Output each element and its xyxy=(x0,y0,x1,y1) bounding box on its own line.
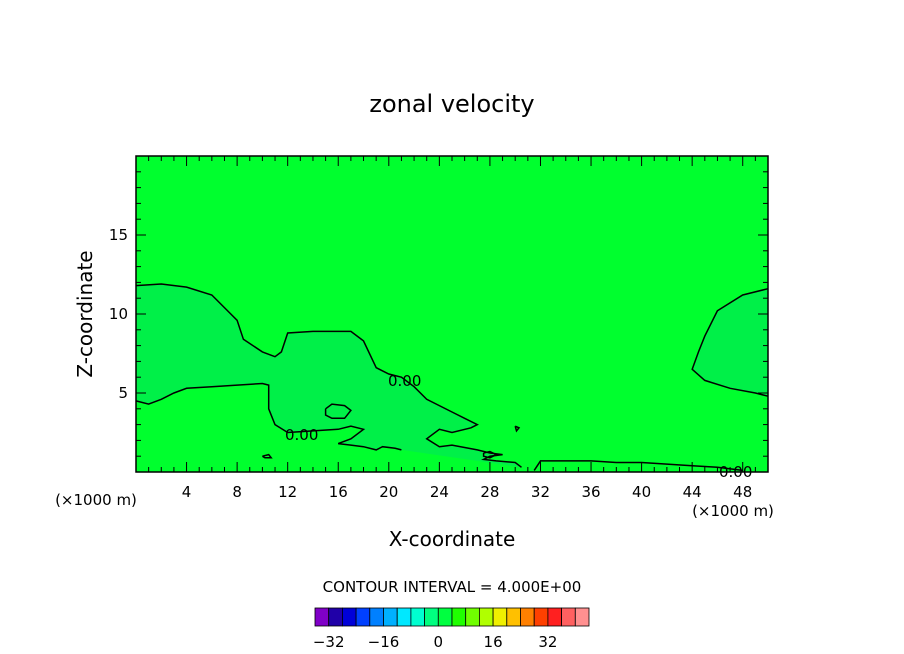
zero-contour-line xyxy=(514,425,521,433)
colorbar: −32 −16 0 16 32 xyxy=(313,607,590,651)
y-tick-label: 5 xyxy=(118,384,128,402)
colorbar-tick-label: 32 xyxy=(538,633,557,651)
x-axis-label: X-coordinate xyxy=(389,527,516,551)
zero-contour-line xyxy=(261,453,273,459)
x-tick-label: 48 xyxy=(733,483,752,501)
x-tick-label: 12 xyxy=(278,483,297,501)
zero-contour-line xyxy=(482,450,498,459)
contour-label-1: 0.00 xyxy=(388,372,421,390)
x-tick-label: 28 xyxy=(480,483,499,501)
colorbar-swatch xyxy=(383,607,398,627)
y-axis-label: Z-coordinate xyxy=(73,250,97,377)
x-tick-label: 36 xyxy=(581,483,600,501)
zero-contour-line xyxy=(691,287,769,397)
zero-contour-line xyxy=(533,460,743,472)
x-unit-left: (×1000 m) xyxy=(55,491,137,509)
zero-contour-line xyxy=(135,382,402,451)
contour-interval-text: CONTOUR INTERVAL = 4.000E+00 xyxy=(323,578,582,596)
colorbar-swatch xyxy=(561,607,576,627)
x-tick-label: 40 xyxy=(632,483,651,501)
colorbar-swatch xyxy=(437,607,453,627)
x-tick-label: 4 xyxy=(182,483,192,501)
colorbar-swatch xyxy=(574,607,590,627)
colorbar-swatch xyxy=(492,607,508,627)
plot-frame xyxy=(135,155,769,473)
colorbar-swatch xyxy=(314,607,330,627)
x-tick-label: 20 xyxy=(379,483,398,501)
plot-area: 0.00 0.00 0.00 4 8 12 16 20 24 28 32 36 40 44 48510… xyxy=(109,155,769,501)
colorbar-swatch xyxy=(533,607,549,627)
zero-contour-line xyxy=(324,403,352,420)
colorbar-tick-label: −32 xyxy=(313,633,345,651)
colorbar-tick-label: 0 xyxy=(434,633,444,651)
x-tick-label: 8 xyxy=(232,483,242,501)
colorbar-swatch xyxy=(478,607,494,627)
colorbar-swatch xyxy=(410,607,425,627)
colorbar-tick-label: 16 xyxy=(484,633,503,651)
colorbar-tick-label: −16 xyxy=(368,633,400,651)
x-tick-label: 24 xyxy=(430,483,449,501)
contour-label-2: 0.00 xyxy=(285,426,318,444)
velocity-region-central xyxy=(136,284,522,468)
colorbar-swatch xyxy=(520,607,535,627)
y-tick-label: 15 xyxy=(109,226,128,244)
colorbar-swatch xyxy=(451,607,467,627)
colorbar-swatch xyxy=(396,607,412,627)
colorbar-swatch xyxy=(355,607,371,627)
velocity-region-island xyxy=(325,404,351,419)
x-tick-label: 44 xyxy=(683,483,702,501)
colorbar-swatch xyxy=(369,607,384,627)
y-tick-label: 10 xyxy=(109,305,128,323)
x-unit-right: (×1000 m) xyxy=(692,502,774,520)
colorbar-swatch xyxy=(341,607,357,627)
colorbar-swatch xyxy=(424,607,439,627)
colorbar-swatch xyxy=(328,607,343,627)
x-tick-label: 16 xyxy=(329,483,348,501)
x-tick-label: 32 xyxy=(531,483,550,501)
colorbar-swatch xyxy=(506,607,521,627)
colorbar-swatch xyxy=(547,607,563,627)
chart-title: zonal velocity xyxy=(369,90,534,118)
colorbar-swatch xyxy=(465,607,480,627)
velocity-region-right xyxy=(692,288,768,397)
